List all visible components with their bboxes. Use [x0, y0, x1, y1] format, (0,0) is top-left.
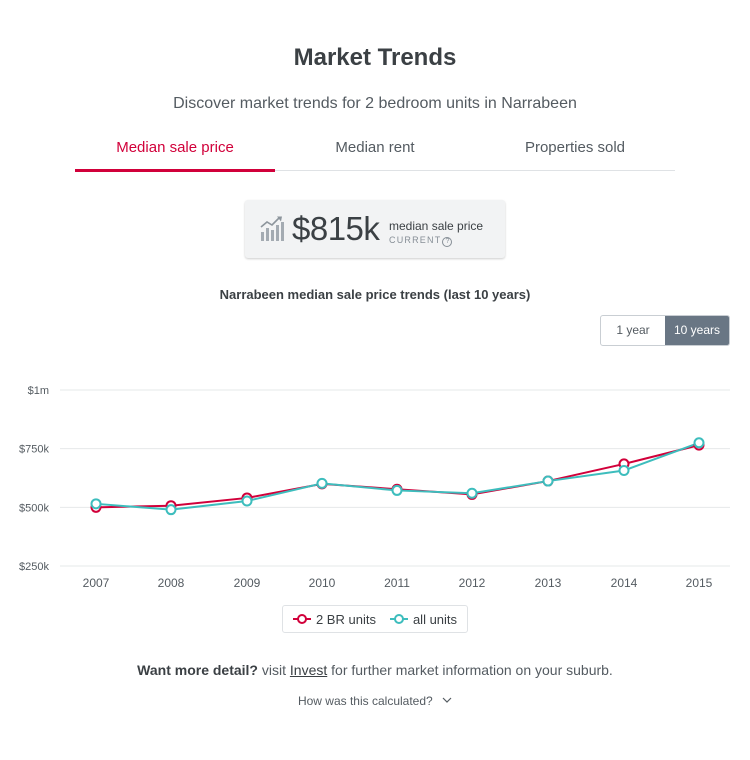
- y-tick-label: $750k: [19, 444, 49, 456]
- y-tick-label: $500k: [19, 502, 49, 514]
- chevron-down-icon: [442, 697, 452, 703]
- range-10-years-button[interactable]: 10 years: [665, 316, 729, 345]
- more-detail-pre: visit: [261, 662, 286, 678]
- info-icon[interactable]: ?: [442, 237, 453, 247]
- tab-properties-sold[interactable]: Properties sold: [524, 139, 626, 156]
- x-tick-label: 2013: [535, 576, 562, 590]
- x-tick-label: 2014: [611, 576, 638, 590]
- data-point-all-units: [90, 498, 102, 510]
- x-tick-label: 2012: [459, 576, 486, 590]
- legend-item-2br[interactable]: 2 BR units: [292, 611, 376, 627]
- current-text: CURRENT: [389, 235, 442, 245]
- data-point-all-units: [316, 477, 328, 489]
- chart-legend: 2 BR units all units: [282, 605, 468, 633]
- metric-tabs: Median sale price Median rent Properties…: [75, 128, 675, 172]
- data-point-all-units: [466, 487, 478, 499]
- more-detail-note: Want more detail? visit Invest for furth…: [0, 662, 750, 678]
- x-tick-label: 2009: [234, 576, 261, 590]
- range-toggle: 1 year 10 years: [600, 315, 730, 346]
- more-detail-post: for further market information on your s…: [331, 662, 613, 678]
- median-price-card: $815k median sale price CURRENT?: [245, 200, 505, 258]
- legend-marker-all-units-icon: [389, 614, 408, 624]
- page-title: Market Trends: [293, 44, 457, 71]
- legend-item-all-units[interactable]: all units: [389, 611, 458, 627]
- range-1-year-button[interactable]: 1 year: [616, 323, 650, 337]
- page-subtitle: Discover market trends for 2 bedroom uni…: [173, 95, 577, 112]
- data-point-all-units: [165, 504, 177, 516]
- data-point-all-units: [391, 484, 403, 496]
- x-tick-label: 2007: [83, 576, 110, 590]
- series-line-all-units: [95, 441, 700, 511]
- bar-chart-trend-icon: [260, 216, 284, 241]
- invest-link[interactable]: Invest: [289, 662, 328, 678]
- more-detail-lead: Want more detail?: [137, 662, 258, 678]
- legend-label-2br: 2 BR units: [315, 611, 376, 627]
- data-point-all-units: [618, 464, 630, 476]
- y-tick-label: $250k: [19, 561, 49, 573]
- data-point-all-units: [542, 475, 554, 487]
- legend-marker-2br-icon: [292, 614, 311, 624]
- price-trend-chart: $250k $500k $750k $1m 2007 2008 2009 2010 2011 2…: [19, 385, 730, 590]
- series-line-2br: [95, 444, 700, 509]
- median-price-value: $815k: [292, 210, 380, 247]
- tab-median-sale-price[interactable]: Median sale price: [75, 128, 275, 172]
- x-tick-label: 2011: [384, 576, 410, 590]
- legend-label-all-units: all units: [412, 611, 458, 627]
- tab-median-rent[interactable]: Median rent: [335, 139, 415, 156]
- data-point-all-units: [693, 437, 705, 449]
- y-tick-label: $1m: [28, 385, 49, 397]
- x-tick-label: 2015: [686, 576, 713, 590]
- median-price-label: median sale price: [389, 219, 484, 233]
- data-point-all-units: [241, 495, 253, 507]
- chart-title: Narrabeen median sale price trends (last…: [219, 287, 531, 302]
- x-tick-label: 2008: [158, 576, 185, 590]
- x-tick-label: 2010: [309, 576, 336, 590]
- calculation-toggle[interactable]: How was this calculated?: [0, 694, 750, 708]
- median-price-sublabel: CURRENT?: [389, 235, 453, 247]
- calculation-question[interactable]: How was this calculated?: [297, 694, 433, 708]
